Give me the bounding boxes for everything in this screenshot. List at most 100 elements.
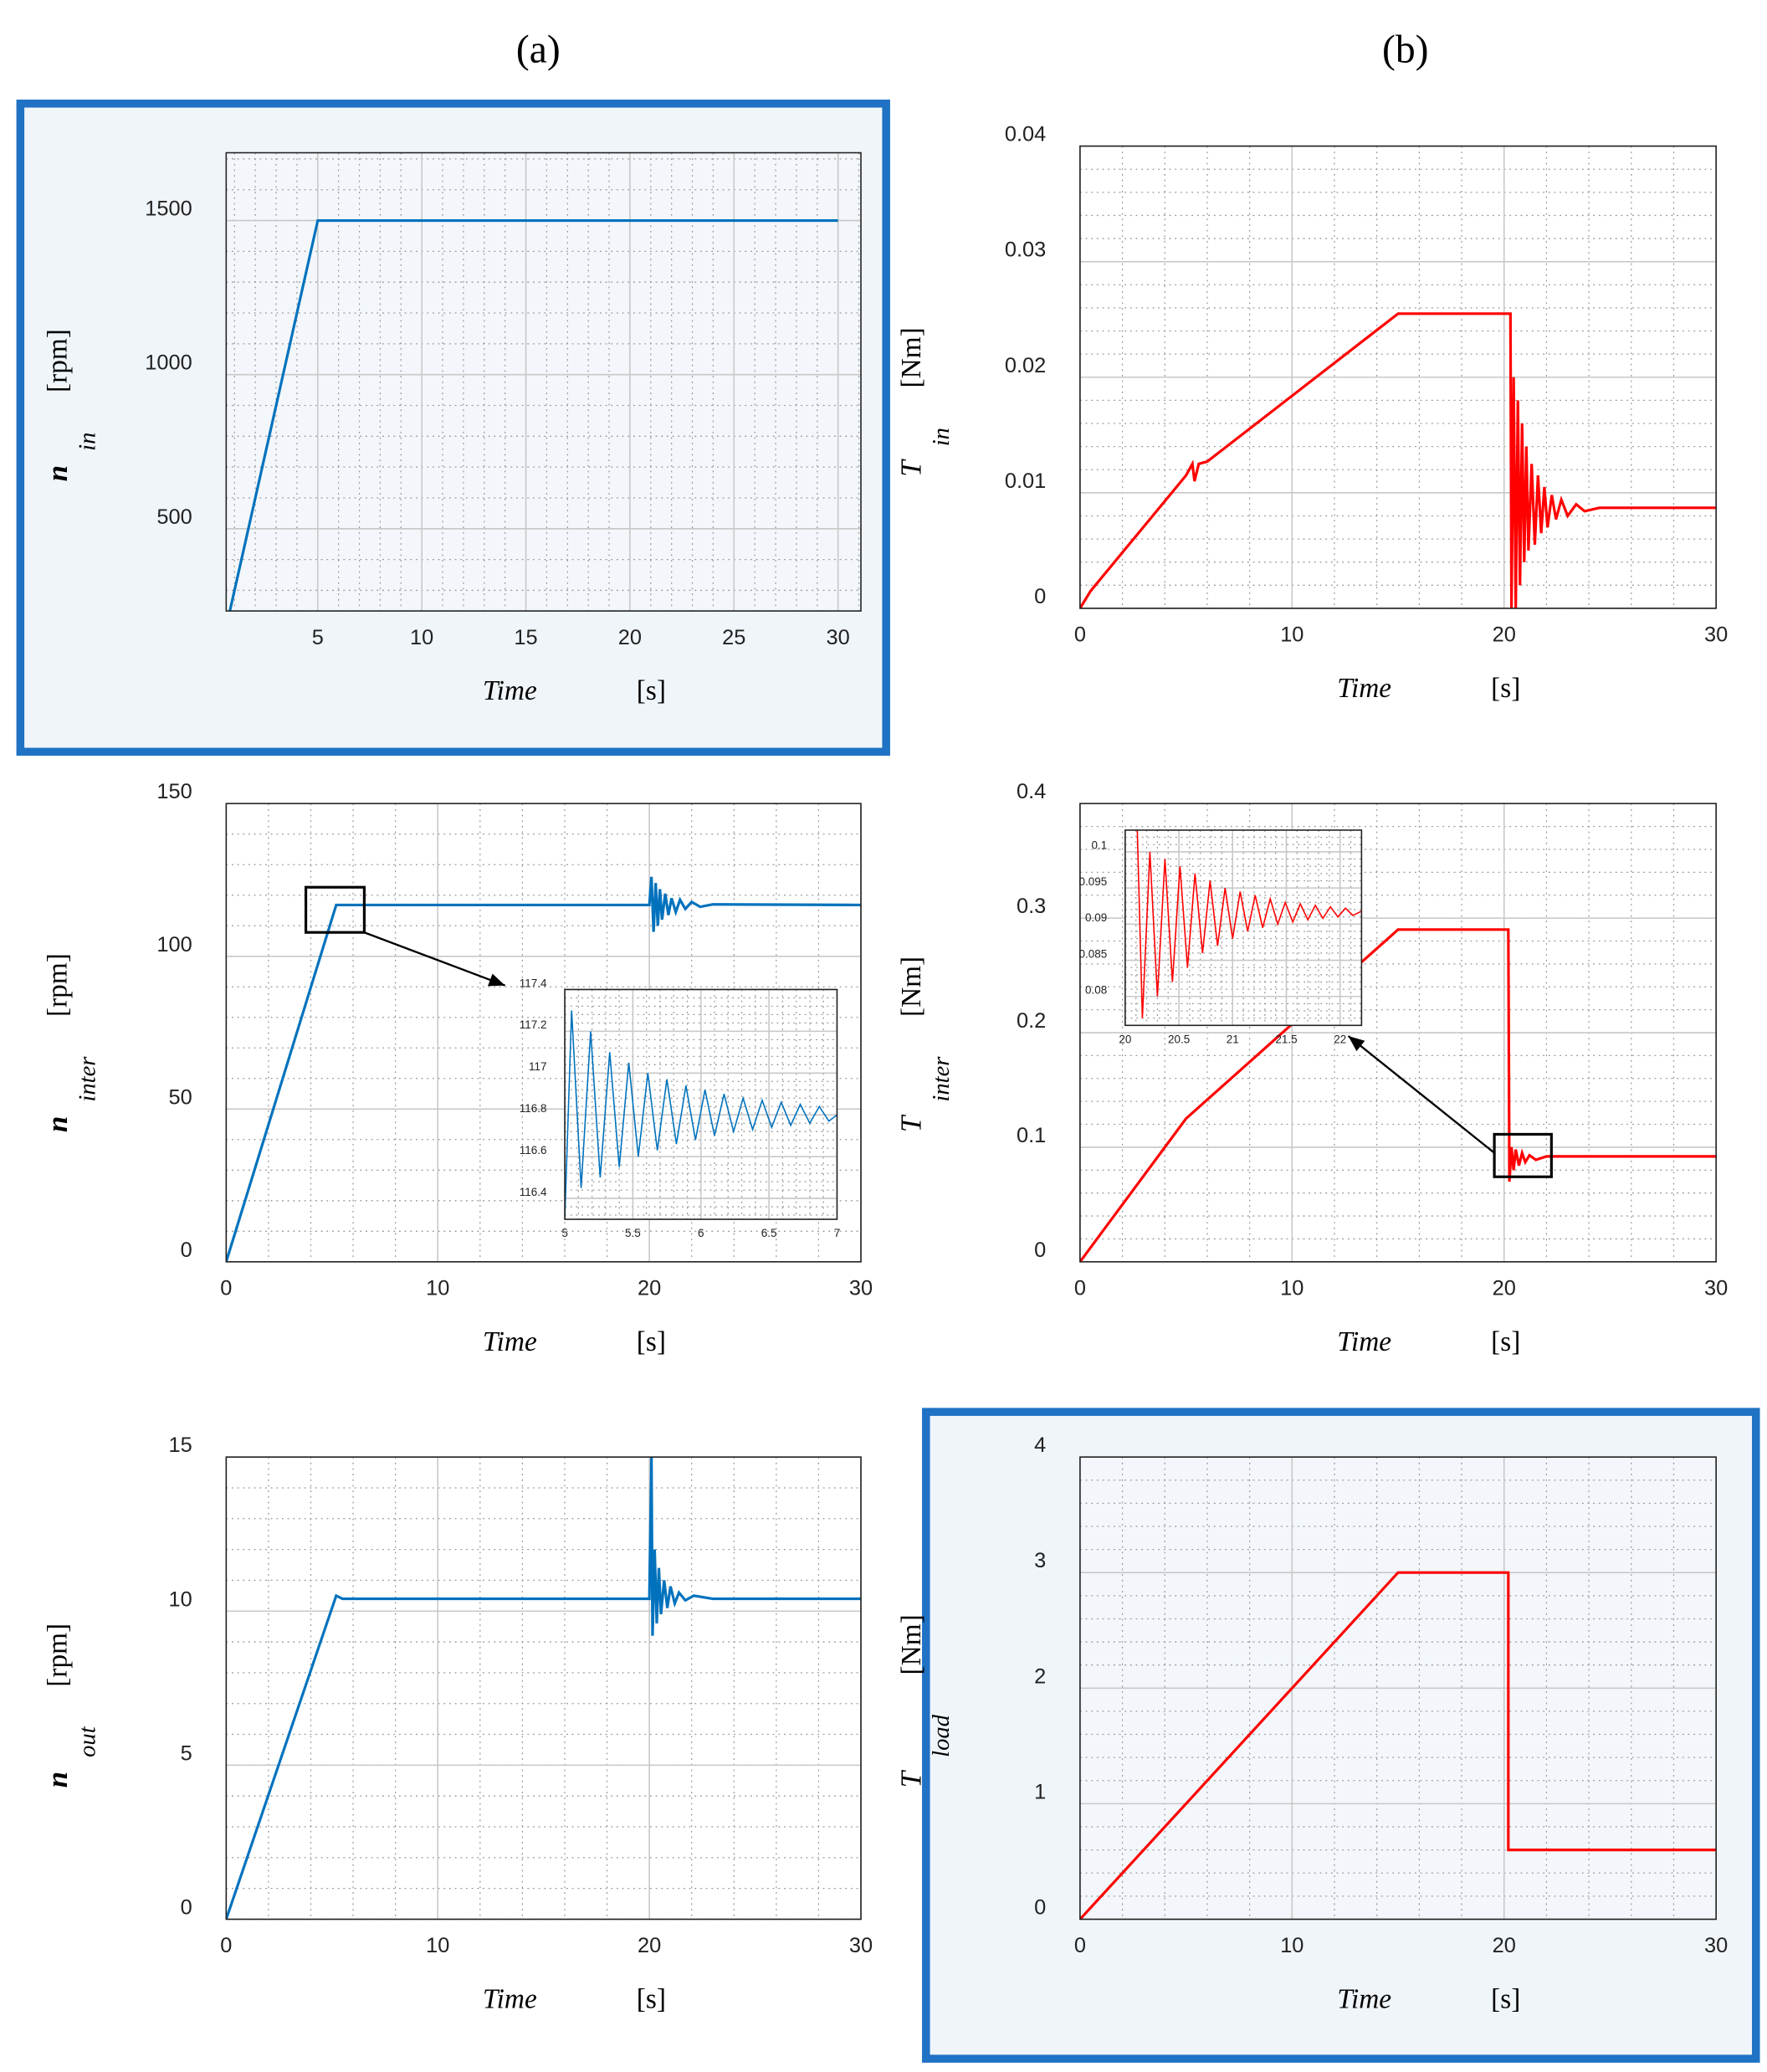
- x-tick-label: 25: [722, 626, 745, 649]
- x-tick-label: 20: [638, 1934, 661, 1957]
- x-axis-unit: [s]: [637, 675, 666, 706]
- y-tick-label: 0.3: [1017, 895, 1046, 918]
- data-line: [1079, 928, 1717, 1262]
- y-tick-label: 0: [181, 1895, 192, 1919]
- y-tick-label: 0: [1034, 1895, 1046, 1919]
- y-tick-label: 50: [168, 1085, 192, 1109]
- y-tick-label: 116.8: [520, 1102, 547, 1115]
- y-tick-label: 0.08: [1085, 984, 1107, 997]
- y-tick-label: 15: [168, 1433, 192, 1457]
- plot-area: [226, 1457, 862, 1920]
- y-tick-label: 0: [1034, 1239, 1046, 1262]
- x-tick-label: 0: [1074, 1934, 1086, 1957]
- axes-box: [1079, 145, 1717, 609]
- y-axis-subscript: inter: [929, 1056, 955, 1102]
- subplot: 0 10 20 30 0 0.01 0.02 0.03 0.04 Time [s] Tin [Nm]: [895, 123, 1729, 704]
- y-tick-label: 0.1: [1017, 1124, 1046, 1147]
- x-axis-label: Time: [483, 675, 537, 706]
- x-tick-label: 20.5: [1168, 1033, 1190, 1045]
- y-tick-label: 1500: [145, 197, 192, 221]
- data-line: [1136, 829, 1362, 1018]
- x-axis-label: Time: [1337, 1326, 1391, 1357]
- x-axis-unit: [s]: [637, 1326, 666, 1357]
- x-tick-label: 0: [1074, 1277, 1086, 1300]
- zoom-arrow-head: [1348, 1036, 1365, 1052]
- x-tick-label: 20: [1493, 623, 1516, 647]
- y-tick-label: 0.01: [1005, 469, 1046, 493]
- axes-box: [225, 803, 862, 1263]
- axes-box: [225, 1456, 862, 1921]
- zoom-box: [1493, 1132, 1553, 1178]
- y-axis-subscript: in: [929, 428, 955, 446]
- x-tick-label: 0: [220, 1934, 232, 1957]
- y-axis-symbol: n: [41, 1772, 74, 1787]
- y-axis-unit: [Nm]: [896, 957, 927, 1017]
- y-tick-label: 0.09: [1085, 911, 1107, 924]
- x-tick-label: 10: [426, 1934, 449, 1957]
- y-axis-unit: [Nm]: [896, 327, 927, 387]
- x-tick-label: 6.5: [761, 1227, 777, 1239]
- y-tick-label: 116.6: [520, 1144, 547, 1157]
- inset: 5 5.5 6 6.5 7 116.4 116.6 116.8 117 117.2 117.4: [520, 977, 840, 1239]
- x-tick-label: 20: [618, 626, 642, 649]
- y-tick-label: 10: [168, 1587, 192, 1611]
- x-tick-label: 20: [638, 1277, 661, 1300]
- axes-box: [1079, 1456, 1717, 1921]
- x-axis-unit: [s]: [637, 1984, 666, 2015]
- y-tick-label: 4: [1034, 1433, 1046, 1457]
- subplot: 5 10 15 20 25 30 500 1000 1500 Time [s] nin [rpm]: [41, 151, 862, 706]
- x-tick-label: 7: [834, 1227, 841, 1239]
- y-tick-label: 0: [1034, 585, 1046, 608]
- y-tick-label: 5: [181, 1741, 192, 1765]
- y-axis-symbol: n: [41, 1116, 74, 1132]
- y-axis-symbol: T: [895, 1769, 928, 1787]
- x-axis-label: Time: [1337, 673, 1391, 704]
- y-axis-unit: [rpm]: [43, 1623, 74, 1687]
- y-tick-label: 0.1: [1092, 839, 1108, 852]
- x-axis-unit: [s]: [1491, 1984, 1520, 2015]
- x-tick-label: 30: [1704, 623, 1728, 647]
- x-tick-label: 10: [1280, 1934, 1303, 1957]
- y-tick-label: 1000: [145, 351, 192, 375]
- zoom-arrow: [1347, 1035, 1495, 1154]
- y-tick-label: 100: [156, 933, 192, 957]
- data-line: [228, 218, 838, 612]
- x-tick-label: 20: [1493, 1934, 1516, 1957]
- y-axis-subscript: out: [74, 1726, 100, 1757]
- y-tick-label: 0.4: [1017, 780, 1046, 803]
- y-tick-label: 3: [1034, 1549, 1046, 1572]
- y-tick-label: 150: [156, 780, 192, 803]
- data-line: [226, 1457, 862, 1920]
- y-tick-label: 500: [156, 505, 192, 529]
- x-tick-label: 10: [1280, 623, 1303, 647]
- y-tick-label: 117.2: [520, 1018, 547, 1031]
- column-label: (a): [516, 28, 561, 71]
- y-tick-label: 2: [1034, 1664, 1046, 1688]
- y-tick-label: 116.4: [520, 1186, 547, 1198]
- y-axis-unit: [Nm]: [896, 1614, 927, 1675]
- data-line: [226, 876, 862, 1262]
- x-axis-label: Time: [1337, 1984, 1391, 2015]
- x-tick-label: 0: [1074, 623, 1086, 647]
- zoom-arrow-head: [488, 973, 505, 987]
- axes-box: [1079, 803, 1717, 1263]
- y-axis-subscript: inter: [74, 1056, 100, 1102]
- x-tick-label: 5: [312, 626, 324, 649]
- x-tick-label: 10: [410, 626, 433, 649]
- x-tick-label: 5.5: [625, 1227, 641, 1239]
- x-tick-label: 0: [220, 1277, 232, 1300]
- data-line: [1079, 1571, 1717, 1920]
- x-axis-label: Time: [483, 1326, 537, 1357]
- y-axis-subscript: in: [74, 433, 100, 451]
- y-tick-label: 117.4: [520, 977, 547, 989]
- y-tick-label: 0.04: [1005, 123, 1046, 146]
- x-tick-label: 21.5: [1275, 1033, 1297, 1045]
- y-axis-symbol: n: [41, 465, 74, 481]
- x-tick-label: 30: [849, 1277, 873, 1300]
- x-tick-label: 30: [1704, 1277, 1728, 1300]
